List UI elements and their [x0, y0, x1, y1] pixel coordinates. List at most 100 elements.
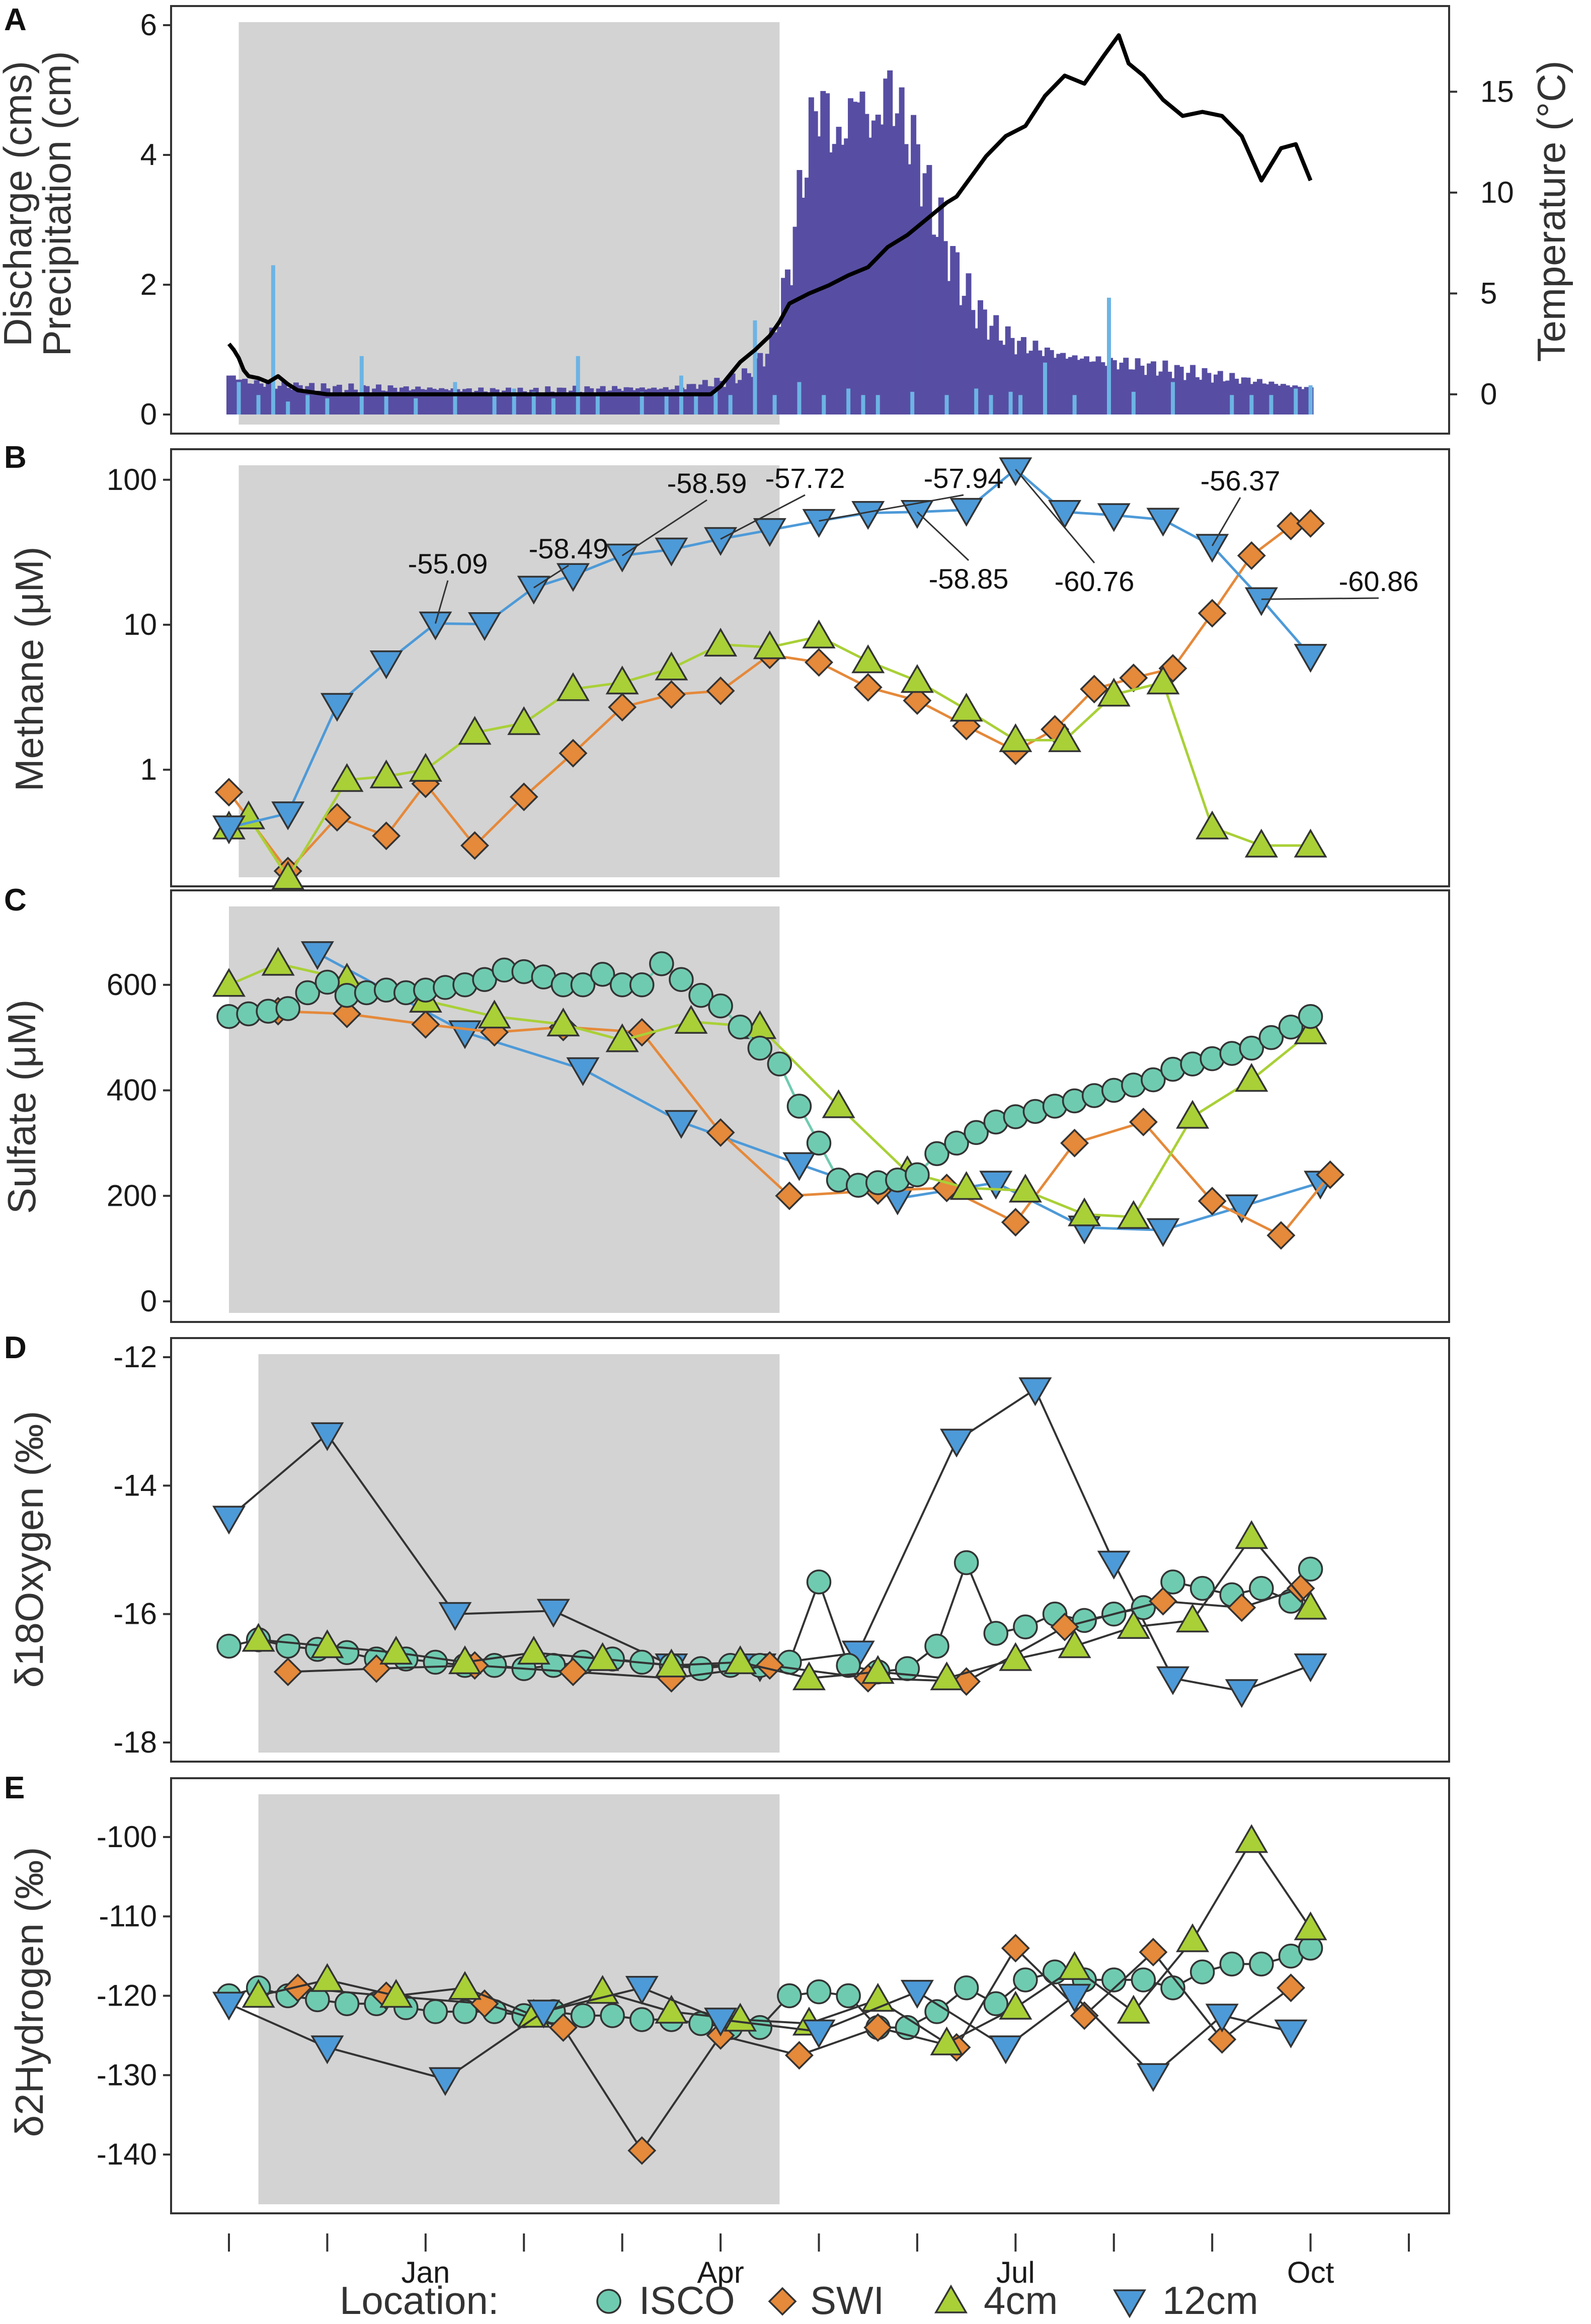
- point-4cm: [507, 706, 541, 735]
- discharge-bar: [262, 387, 268, 414]
- discharge-bar: [1280, 384, 1286, 414]
- y-tick-label: 200: [107, 1179, 157, 1212]
- precip-bar: [1230, 395, 1234, 414]
- annotation-leader: [1211, 497, 1241, 546]
- point-12cm: [900, 1979, 934, 2009]
- discharge-bar: [667, 389, 673, 414]
- point-12cm: [300, 941, 334, 970]
- discharge-bar: [230, 375, 236, 414]
- discharge-bar: [1001, 345, 1007, 414]
- point-4cm: [930, 1661, 964, 1691]
- discharge-bar: [608, 390, 614, 414]
- point-swi: [1148, 1587, 1177, 1616]
- point-12cm: [782, 1152, 816, 1181]
- discharge-bar: [1253, 381, 1259, 414]
- discharge-bar: [427, 387, 433, 414]
- point-swi: [1050, 1612, 1079, 1641]
- point-isco: [924, 1633, 949, 1659]
- discharge-bar: [722, 387, 728, 414]
- point-isco: [275, 996, 300, 1021]
- discharge-bar: [321, 383, 327, 414]
- point-isco: [1298, 1004, 1323, 1029]
- discharge-bar: [1056, 354, 1062, 414]
- discharge-bar: [1087, 362, 1093, 414]
- discharge-bar: [671, 389, 677, 414]
- point-4cm: [1176, 1923, 1210, 1952]
- annotation-leader: [1261, 597, 1379, 600]
- discharge-bar: [376, 384, 382, 414]
- precip-bar: [1171, 382, 1175, 414]
- annotation-label: -58.85: [929, 563, 1009, 595]
- discharge-bar: [1009, 338, 1015, 414]
- discharge-bar: [281, 381, 287, 414]
- discharge-bar: [505, 387, 511, 414]
- y-tick-label: 6: [140, 8, 157, 42]
- point-4cm: [1117, 1995, 1150, 2024]
- point-12cm: [949, 497, 983, 527]
- discharge-bar: [895, 113, 901, 415]
- y-tick-label: -110: [99, 1899, 157, 1933]
- legend-marker-isco: [596, 2289, 621, 2314]
- annotation-leader: [533, 564, 569, 589]
- point-4cm: [1294, 1911, 1327, 1941]
- discharge-bar: [627, 387, 633, 414]
- point-4cm: [674, 1005, 708, 1034]
- point-12cm: [625, 1975, 659, 2005]
- point-isco: [1072, 1608, 1097, 1633]
- point-12cm: [1294, 644, 1327, 673]
- discharge-bar: [773, 332, 779, 414]
- annotation-label: -60.76: [1055, 565, 1135, 597]
- discharge-bar: [769, 327, 775, 414]
- y-tick-label: 1: [140, 753, 157, 786]
- discharge-bar: [419, 389, 425, 414]
- discharge-bar: [352, 389, 358, 414]
- y-tick-label: 4: [140, 138, 157, 172]
- precip-bar: [861, 395, 865, 414]
- discharge-bar: [604, 391, 610, 414]
- precip-bar: [822, 395, 826, 414]
- point-4cm: [1235, 1063, 1268, 1092]
- point-swi: [372, 821, 401, 851]
- discharge-bar: [458, 391, 464, 414]
- discharge-bar: [730, 373, 736, 414]
- point-12cm: [1136, 2063, 1170, 2092]
- point-4cm: [999, 723, 1032, 753]
- discharge-bar: [1237, 383, 1243, 414]
- discharge-bar: [423, 389, 429, 414]
- point-swi: [1070, 2001, 1099, 2030]
- discharge-bar: [1095, 356, 1101, 414]
- discharge-bar: [521, 391, 527, 414]
- point-swi: [627, 2136, 657, 2165]
- point-12cm: [940, 1429, 974, 1458]
- discharge-bar: [309, 383, 315, 414]
- precip-bar: [974, 388, 979, 414]
- discharge-bar: [474, 390, 480, 414]
- point-4cm: [1196, 810, 1229, 840]
- winter-shade-D: [258, 1354, 780, 1753]
- discharge-bar: [1013, 354, 1019, 414]
- right-y-tick-label: 10: [1480, 176, 1514, 209]
- point-4cm: [753, 630, 786, 659]
- point-12cm: [979, 1171, 1013, 1200]
- point-4cm: [448, 1971, 482, 2000]
- point-12cm: [1097, 503, 1131, 532]
- precip-bar: [1131, 391, 1136, 414]
- discharge-bar: [545, 386, 551, 414]
- discharge-bar: [651, 387, 657, 414]
- discharge-bar: [379, 390, 385, 414]
- precip-bar: [713, 388, 718, 414]
- point-12cm: [369, 650, 403, 680]
- discharge-bar: [336, 384, 342, 414]
- point-4cm: [1097, 678, 1131, 707]
- discharge-bar: [258, 383, 264, 414]
- legend-title: Location:: [340, 2278, 499, 2322]
- discharge-bar: [675, 385, 681, 414]
- point-12cm: [1196, 534, 1229, 563]
- discharge-bar: [250, 384, 256, 414]
- point-4cm: [1117, 1200, 1150, 1229]
- precip-bar: [359, 356, 364, 414]
- discharge-bar: [871, 120, 877, 414]
- discharge-bar: [470, 392, 476, 414]
- discharge-bar: [462, 389, 468, 414]
- discharge-bar: [710, 386, 716, 414]
